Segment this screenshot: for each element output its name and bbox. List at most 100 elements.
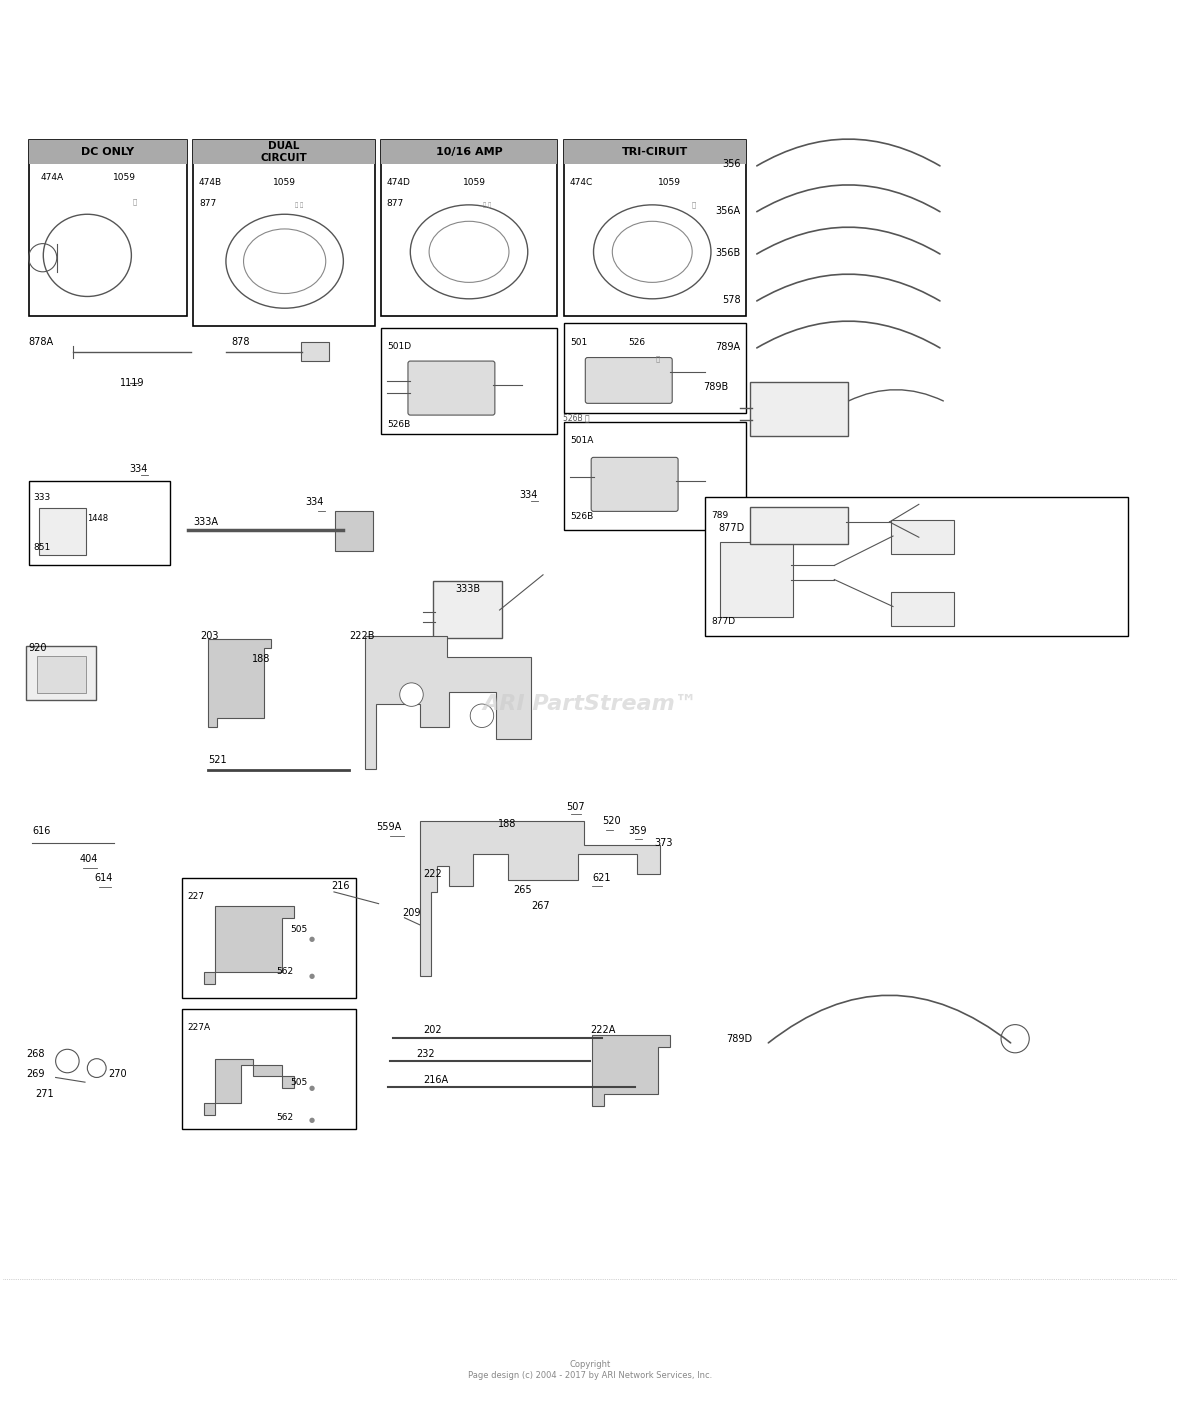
Text: 877D: 877D [719, 522, 745, 532]
Text: 356: 356 [722, 159, 740, 169]
FancyBboxPatch shape [335, 511, 373, 552]
Text: 1059: 1059 [113, 173, 136, 182]
Text: ●: ● [309, 936, 315, 942]
Text: 203: 203 [201, 631, 218, 641]
Text: 216A: 216A [424, 1074, 448, 1084]
Text: 334: 334 [519, 490, 538, 500]
FancyBboxPatch shape [26, 646, 96, 700]
Text: TRI-CIRUIT: TRI-CIRUIT [622, 146, 688, 158]
Text: 474D: 474D [387, 177, 411, 187]
Text: 878A: 878A [28, 338, 54, 348]
Bar [564, 141, 746, 317]
Text: Copyright
Page design (c) 2004 - 2017 by ARI Network Services, Inc.: Copyright Page design (c) 2004 - 2017 by… [468, 1360, 712, 1380]
Circle shape [87, 1059, 106, 1077]
FancyBboxPatch shape [749, 382, 848, 436]
Text: 877: 877 [199, 199, 216, 208]
Text: 877: 877 [387, 199, 404, 208]
Polygon shape [204, 905, 294, 984]
Text: 507: 507 [566, 803, 585, 812]
Text: 333B: 333B [455, 584, 480, 594]
Bar [381, 141, 557, 163]
Text: 270: 270 [109, 1069, 127, 1079]
FancyBboxPatch shape [301, 342, 329, 360]
Text: 232: 232 [417, 1049, 434, 1059]
Bar [564, 422, 746, 531]
FancyBboxPatch shape [891, 520, 955, 553]
Polygon shape [420, 821, 661, 977]
Text: DUAL
CIRCUIT: DUAL CIRCUIT [261, 141, 308, 163]
Text: 333A: 333A [194, 517, 218, 527]
Text: ⬛: ⬛ [691, 201, 695, 208]
Text: ●: ● [309, 973, 315, 980]
FancyBboxPatch shape [37, 656, 86, 693]
FancyBboxPatch shape [720, 542, 793, 617]
Text: 269: 269 [26, 1069, 45, 1079]
FancyBboxPatch shape [591, 458, 678, 511]
Text: 789: 789 [712, 511, 728, 521]
Text: ●: ● [309, 1117, 315, 1122]
Text: 334: 334 [130, 465, 148, 474]
FancyBboxPatch shape [433, 580, 502, 638]
Text: 1059: 1059 [464, 177, 486, 187]
Polygon shape [365, 636, 531, 769]
Text: 526: 526 [629, 338, 645, 346]
Text: ⬛: ⬛ [132, 199, 137, 204]
Text: 222: 222 [424, 869, 442, 879]
Text: ⬛ ⬛: ⬛ ⬛ [295, 203, 303, 207]
Text: 188: 188 [498, 819, 517, 829]
FancyBboxPatch shape [891, 593, 955, 627]
Text: 877D: 877D [712, 618, 735, 627]
Text: 501D: 501D [387, 342, 411, 351]
Text: ⬛ ⬛: ⬛ ⬛ [483, 203, 491, 207]
Text: 789A: 789A [715, 342, 740, 352]
Circle shape [470, 704, 493, 728]
Text: 559A: 559A [376, 822, 401, 832]
Polygon shape [209, 639, 270, 728]
Text: 1059: 1059 [273, 177, 296, 187]
Text: 1119: 1119 [119, 377, 144, 387]
Text: 562: 562 [276, 1112, 294, 1122]
Bar [564, 324, 746, 413]
Text: 614: 614 [94, 873, 113, 883]
Text: 505: 505 [290, 925, 308, 934]
Text: 520: 520 [602, 817, 621, 826]
Text: ⬛: ⬛ [656, 355, 661, 362]
Bar [28, 141, 188, 317]
Text: 474B: 474B [199, 177, 222, 187]
Bar [28, 141, 188, 163]
Bar [194, 141, 375, 163]
Bar [381, 328, 557, 434]
Text: 216: 216 [332, 881, 350, 891]
FancyBboxPatch shape [749, 507, 848, 545]
Text: 268: 268 [26, 1049, 45, 1059]
Bar [183, 1010, 356, 1129]
Text: 789B: 789B [703, 382, 728, 393]
Bar [28, 482, 170, 566]
Text: ARI PartStream™: ARI PartStream™ [483, 694, 697, 714]
Text: 227: 227 [188, 891, 204, 901]
Text: 1059: 1059 [658, 177, 681, 187]
Text: 474A: 474A [40, 173, 64, 182]
Bar [706, 497, 1128, 636]
Text: 526B: 526B [570, 511, 594, 521]
Polygon shape [592, 1035, 670, 1105]
Text: 222B: 222B [349, 631, 375, 641]
Text: 789D: 789D [726, 1033, 752, 1043]
Text: 10/16 AMP: 10/16 AMP [435, 146, 503, 158]
Bar [564, 141, 746, 163]
Bar [183, 877, 356, 998]
Text: 474C: 474C [570, 177, 594, 187]
Text: ●: ● [309, 1086, 315, 1091]
Text: 616: 616 [32, 826, 51, 836]
Text: 356A: 356A [715, 206, 740, 215]
Polygon shape [204, 1059, 294, 1115]
Text: 501: 501 [570, 338, 588, 346]
Text: 222A: 222A [590, 1025, 616, 1035]
Text: 501A: 501A [570, 436, 594, 445]
Text: 188: 188 [251, 655, 270, 665]
Text: 209: 209 [402, 908, 420, 918]
Text: 1448: 1448 [87, 514, 109, 522]
Text: 373: 373 [655, 838, 673, 848]
Text: 526B ⬛: 526B ⬛ [563, 413, 590, 422]
Text: 878: 878 [231, 338, 250, 348]
